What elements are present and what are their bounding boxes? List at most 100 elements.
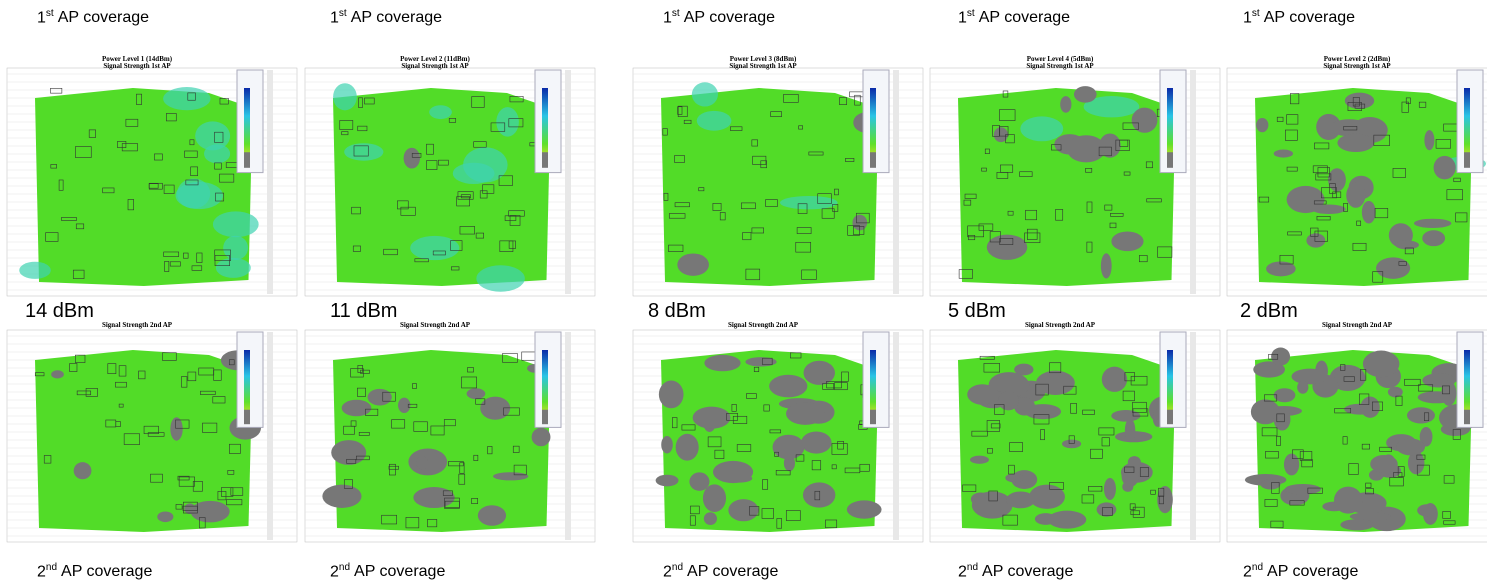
no-signal	[331, 440, 366, 465]
scrollbar	[1190, 70, 1196, 294]
label-number: 2	[37, 563, 46, 580]
label-suffix: nd	[672, 562, 683, 573]
panel-subtitle: Signal Strength 2nd AP	[102, 321, 173, 329]
no-signal	[1157, 486, 1173, 513]
power-label: 14 dBm	[25, 300, 94, 323]
panel-subtitle: Signal Strength 1st AP	[1323, 62, 1391, 70]
no-signal	[1340, 519, 1374, 530]
scrollbar	[565, 70, 571, 294]
no-signal	[1334, 487, 1362, 514]
no-signal	[967, 384, 997, 405]
coverage	[35, 88, 253, 286]
no-signal	[478, 505, 506, 525]
legend-bar	[244, 350, 250, 424]
coverage-label: 1stAP coverage	[663, 8, 775, 27]
coverage-label: 2ndAP coverage	[330, 562, 445, 581]
strong-signal	[1020, 116, 1063, 141]
no-signal	[368, 389, 392, 406]
coverage-label: 1stAP coverage	[37, 8, 149, 27]
no-signal	[713, 461, 753, 483]
scrollbar	[893, 332, 899, 540]
label-text: AP coverage	[58, 9, 149, 26]
label-number: 1	[330, 9, 339, 26]
legend-bar	[542, 350, 548, 424]
panel: Power Level 3 (8dBm)Signal Strength 1st …	[633, 55, 923, 542]
maps: Power Level 1 (14dBm)Signal Strength 1st…	[0, 0, 1487, 588]
no-signal	[972, 491, 1013, 518]
label-text: AP coverage	[1264, 9, 1355, 26]
no-signal	[970, 456, 989, 464]
scrollbar	[893, 70, 899, 294]
no-signal	[1361, 397, 1380, 418]
label-number: 2	[663, 563, 672, 580]
no-signal	[786, 402, 824, 425]
label-number: 1	[1243, 9, 1252, 26]
no-signal	[1285, 484, 1321, 495]
no-signal	[1122, 465, 1139, 487]
panel-subtitle: Signal Strength 2nd AP	[1025, 321, 1096, 329]
no-signal	[1370, 455, 1398, 473]
no-signal	[1036, 371, 1075, 395]
no-signal	[1306, 233, 1325, 247]
no-signal	[1287, 186, 1325, 213]
no-signal	[467, 388, 486, 399]
label-number: 1	[958, 9, 967, 26]
no-signal	[1414, 219, 1451, 228]
coverage-label: 1stAP coverage	[1243, 8, 1355, 27]
no-signal	[661, 436, 673, 454]
label-suffix: nd	[46, 562, 57, 573]
no-signal	[656, 475, 679, 487]
label-suffix: st	[967, 8, 975, 19]
no-signal	[170, 417, 182, 440]
strong-signal	[163, 87, 210, 110]
no-signal	[676, 434, 699, 461]
no-signal	[532, 428, 551, 446]
label-number: 2	[330, 563, 339, 580]
no-signal	[1261, 479, 1281, 489]
panel-subtitle: Signal Strength 1st AP	[103, 62, 171, 70]
no-signal	[1441, 381, 1456, 406]
no-signal	[1417, 504, 1436, 516]
no-signal	[689, 472, 709, 491]
no-signal	[1256, 118, 1268, 132]
no-signal	[1346, 183, 1365, 208]
legend-bar	[1464, 350, 1470, 424]
no-signal	[659, 381, 684, 409]
scrollbar	[267, 332, 273, 540]
label-suffix: st	[672, 8, 680, 19]
no-signal	[191, 501, 230, 523]
no-signal	[404, 148, 420, 169]
label-text: AP coverage	[979, 9, 1070, 26]
no-signal	[1297, 381, 1308, 394]
no-signal	[1025, 404, 1061, 419]
strong-signal	[176, 182, 223, 209]
no-signal	[1284, 454, 1299, 476]
label-text: AP coverage	[61, 563, 152, 580]
no-signal	[74, 462, 92, 479]
no-signal	[1337, 134, 1374, 152]
legend-bar	[870, 350, 876, 424]
no-signal	[1102, 367, 1127, 392]
panel: Power Level 2 (2dBm)Signal Strength 1st …	[1227, 55, 1487, 542]
no-signal	[416, 456, 428, 470]
no-signal	[1101, 253, 1112, 278]
no-signal	[1422, 230, 1445, 246]
scrollbar	[1190, 332, 1196, 540]
label-number: 2	[1243, 563, 1252, 580]
label-text: AP coverage	[684, 9, 775, 26]
strong-signal	[410, 236, 459, 260]
no-signal	[398, 398, 410, 413]
label-text: AP coverage	[354, 563, 445, 580]
coverage-label: 2ndAP coverage	[1243, 562, 1358, 581]
no-signal	[1132, 108, 1158, 133]
no-signal	[1111, 231, 1143, 251]
panel-subtitle: Signal Strength 2nd AP	[728, 321, 799, 329]
coverage-label: 2ndAP coverage	[958, 562, 1073, 581]
no-signal	[1062, 439, 1081, 448]
no-signal	[1424, 130, 1434, 150]
no-signal	[1104, 478, 1116, 500]
no-signal	[1274, 150, 1293, 158]
no-signal	[51, 370, 64, 378]
panel-subtitle: Signal Strength 2nd AP	[400, 321, 471, 329]
strong-signal	[780, 196, 838, 209]
